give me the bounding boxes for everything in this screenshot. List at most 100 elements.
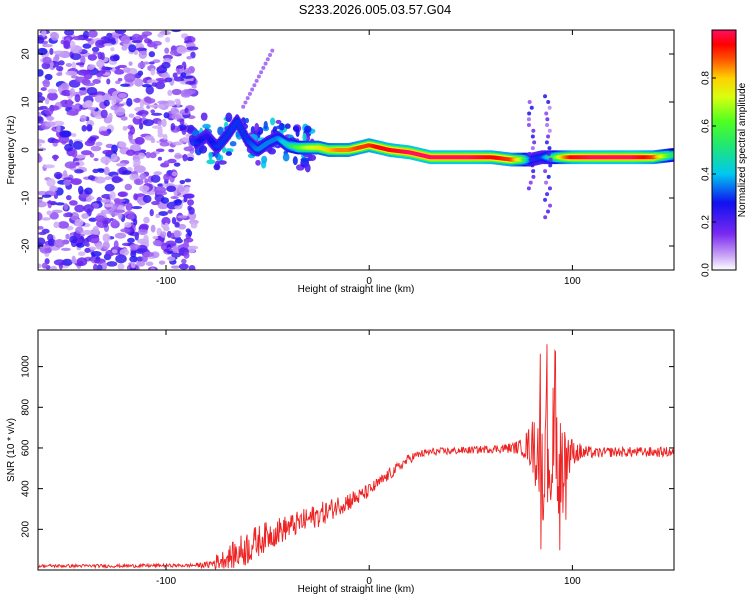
noise-blob	[76, 257, 88, 266]
noise-blob	[125, 202, 133, 211]
noise-blob	[64, 143, 74, 152]
streak-cell	[245, 96, 250, 101]
noise-blob	[139, 185, 150, 192]
noise-blob	[174, 238, 183, 244]
noise-blob	[130, 261, 136, 269]
noise-blob	[44, 97, 50, 105]
noise-blob	[183, 252, 190, 259]
disturbance-cell	[529, 105, 534, 110]
noise-blob	[170, 107, 178, 115]
ridge-fragment	[225, 151, 233, 156]
noise-blob	[38, 237, 46, 246]
noise-blob	[149, 152, 157, 159]
noise-blob	[66, 98, 73, 108]
noise-blob	[92, 79, 101, 84]
noise-blob	[184, 193, 195, 199]
spectrogram-ylabel: Frequency (Hz)	[6, 116, 17, 185]
noise-blob	[186, 46, 199, 51]
noise-blob	[38, 153, 42, 163]
disturbance-cell	[547, 128, 552, 133]
noise-blob	[70, 178, 82, 185]
noise-blob	[81, 229, 94, 235]
noise-blob	[150, 174, 161, 183]
noise-blob	[171, 216, 177, 225]
noise-blob	[66, 110, 79, 116]
noise-blob	[162, 133, 168, 141]
noise-blob	[150, 137, 156, 144]
ridge-fragment	[188, 134, 195, 143]
noise-blob	[74, 94, 81, 103]
noise-blob	[157, 100, 169, 105]
noise-blob	[179, 179, 186, 185]
noise-blob	[114, 232, 127, 239]
noise-blob	[98, 168, 105, 173]
disturbance-cell	[544, 180, 549, 185]
noise-blob	[85, 38, 92, 42]
noise-blob	[119, 248, 130, 256]
noise-blob	[153, 43, 158, 50]
spectrogram-x-tick-label: 100	[564, 276, 581, 287]
noise-blob	[115, 162, 127, 167]
noise-blob	[117, 191, 128, 197]
noise-blob	[71, 61, 76, 70]
colorbar-tick-label: 0.8	[701, 71, 712, 85]
noise-blob	[103, 43, 113, 47]
noise-blob	[50, 265, 58, 270]
noise-blob	[178, 263, 189, 270]
noise-blob	[139, 99, 144, 108]
noise-blob	[184, 186, 190, 193]
noise-blob	[71, 148, 78, 158]
noise-blob	[181, 258, 187, 264]
noise-blob	[46, 178, 56, 187]
noise-blob	[163, 173, 170, 182]
noise-blob	[114, 69, 125, 75]
noise-blob	[79, 114, 87, 122]
noise-blob	[77, 185, 84, 195]
disturbance-cell	[544, 111, 549, 116]
noise-blob	[42, 56, 52, 64]
noise-blob	[145, 151, 151, 159]
ridge-cell	[240, 131, 247, 136]
streak-cell	[243, 100, 248, 105]
noise-blob	[150, 267, 156, 270]
colorbar-ticks: 0.0 0.2 0.4 0.6 0.8	[701, 71, 716, 277]
disturbance-cell	[543, 169, 548, 174]
snr-frame	[37, 329, 675, 571]
noise-blob	[103, 166, 110, 176]
noise-blob	[157, 156, 163, 161]
noise-blob	[179, 119, 185, 126]
noise-blob	[42, 79, 51, 88]
noise-blob	[101, 261, 108, 270]
snr-ylabel: SNR (10 * v/v)	[6, 418, 17, 482]
noise-blob	[145, 98, 156, 104]
ridge-fragment	[261, 155, 268, 164]
noise-blob	[63, 40, 70, 49]
noise-blob	[170, 265, 181, 269]
disturbance-cell	[526, 186, 531, 191]
noise-blob	[57, 85, 64, 93]
disturbance-cell	[548, 203, 553, 208]
noise-blob	[114, 66, 121, 70]
ridge-fragment	[292, 156, 298, 166]
noise-blob	[187, 205, 192, 211]
noise-blob	[63, 177, 73, 181]
noise-blob	[38, 116, 44, 124]
ridge-fragment	[213, 163, 221, 171]
noise-blob	[91, 46, 100, 53]
noise-blob	[164, 47, 170, 54]
noise-blob	[183, 146, 195, 152]
snr-xlabel: Height of straight line (km)	[298, 584, 415, 595]
noise-blob	[138, 50, 148, 59]
noise-blob	[185, 228, 191, 233]
noise-blob	[126, 97, 133, 107]
noise-blob	[149, 104, 160, 108]
disturbance-cell	[530, 157, 535, 162]
noise-blob	[122, 67, 131, 73]
noise-blob	[102, 241, 110, 250]
streak-cell	[270, 48, 275, 53]
noise-blob	[120, 228, 131, 233]
noise-blob	[74, 204, 85, 213]
noise-blob	[56, 72, 63, 77]
disturbance-cell	[530, 146, 535, 151]
streak-cell	[247, 91, 252, 96]
